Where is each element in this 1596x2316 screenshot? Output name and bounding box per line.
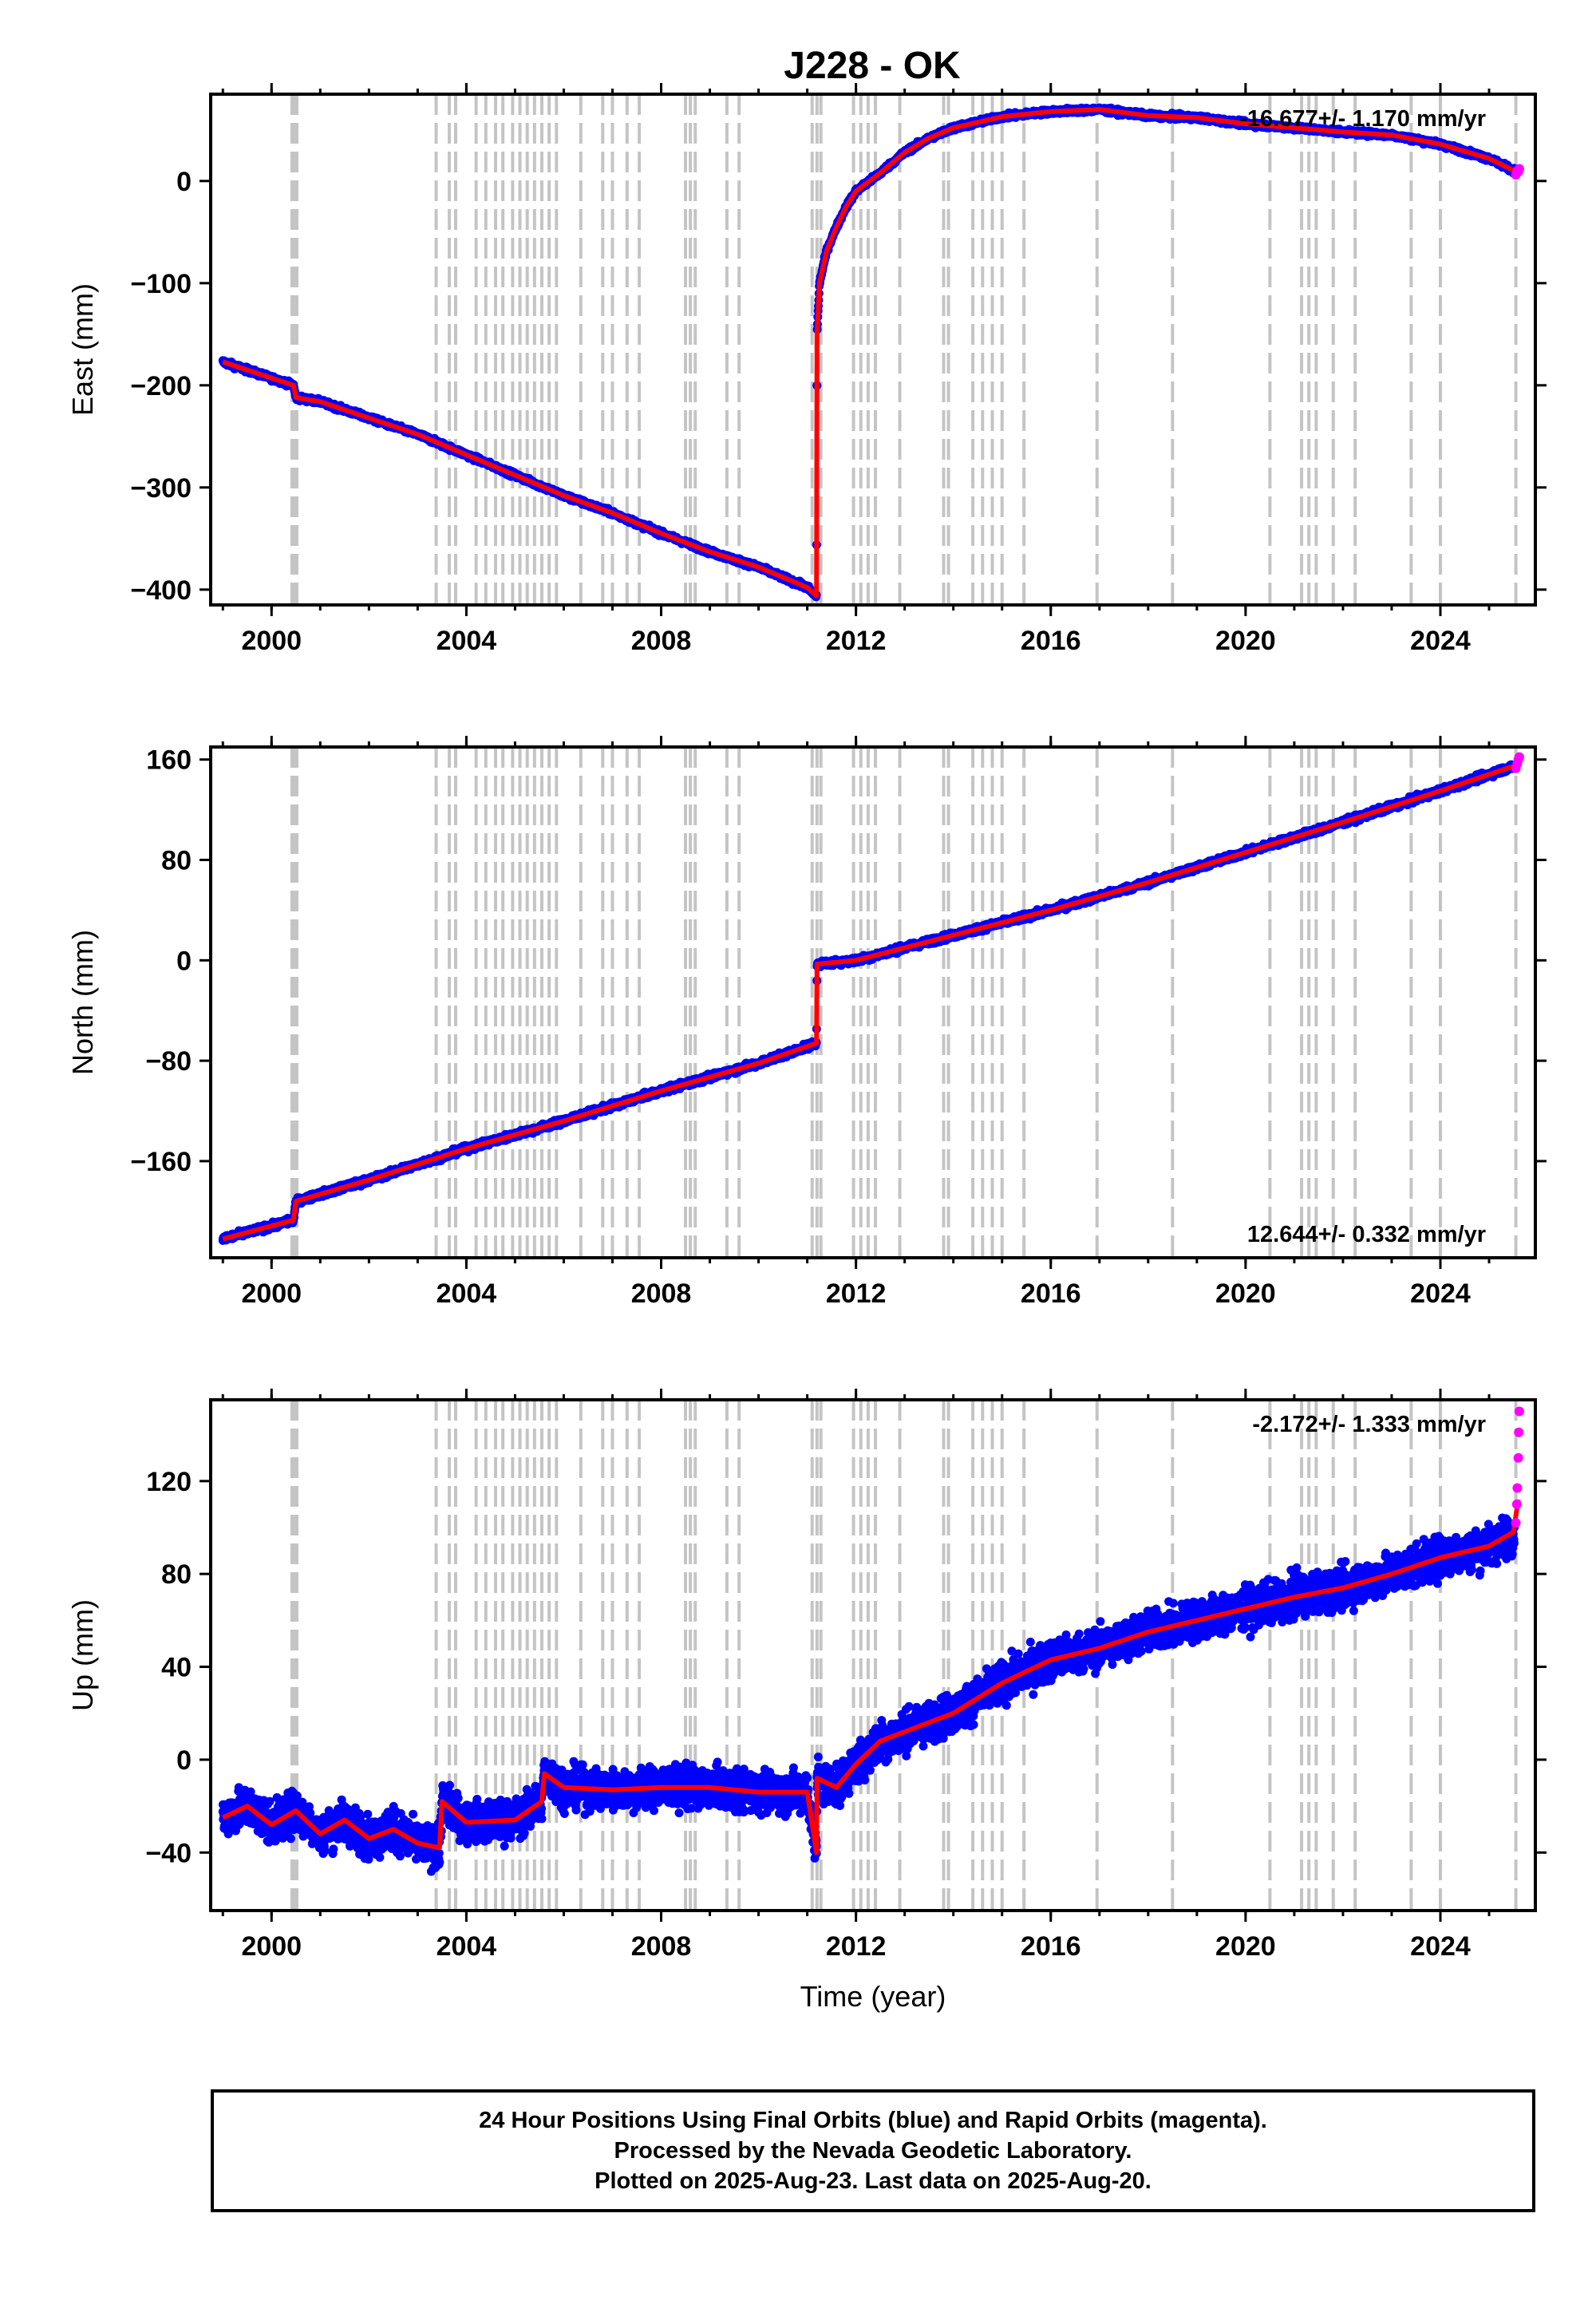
north-panel: 2000 2004 2008 2012 2016 2020 2024−160−8008016… (66, 736, 1547, 1309)
model-fit-line (222, 107, 1519, 599)
chart-title: J228 - OK (784, 45, 961, 87)
x-tick-label: 2004 (437, 626, 497, 656)
x-tick-label: 2008 (631, 626, 692, 656)
plot-frame (209, 93, 1537, 607)
x-tick-label: 2016 (1021, 626, 1081, 656)
x-tick-label: 2020 (1215, 626, 1276, 656)
final-orbit-points (218, 760, 1519, 1245)
y-tick-label: −300 (130, 473, 192, 504)
y-tick-label: 0 (176, 167, 192, 197)
east-panel: 2000 2004 2008 2012 2016 2020 2024 −400 −300 −200… (66, 83, 1547, 656)
y-tick-label: −200 (130, 371, 192, 401)
rate-label: -16.677+/- 1.170 mm/yr (1239, 106, 1486, 132)
y-axis-label: East (mm) (66, 283, 99, 416)
plot-area (218, 94, 1524, 605)
plot-area (218, 747, 1524, 1258)
rapid-orbit-point (1514, 164, 1524, 174)
y-tick-label: −100 (130, 269, 192, 299)
x-tick-label: 2024 (1410, 626, 1471, 656)
x-tick-label: 2000 (241, 626, 302, 656)
y-tick-label: −400 (130, 575, 192, 606)
x-tick-label: 2012 (826, 626, 887, 656)
